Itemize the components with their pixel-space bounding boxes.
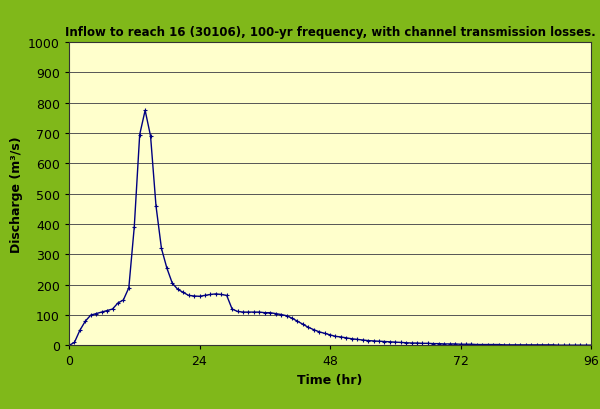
X-axis label: Time (hr): Time (hr) <box>298 373 362 386</box>
Title: Inflow to reach 16 (30106), 100-yr frequency, with channel transmission losses.: Inflow to reach 16 (30106), 100-yr frequ… <box>65 26 595 39</box>
Y-axis label: Discharge (m³/s): Discharge (m³/s) <box>10 136 23 252</box>
